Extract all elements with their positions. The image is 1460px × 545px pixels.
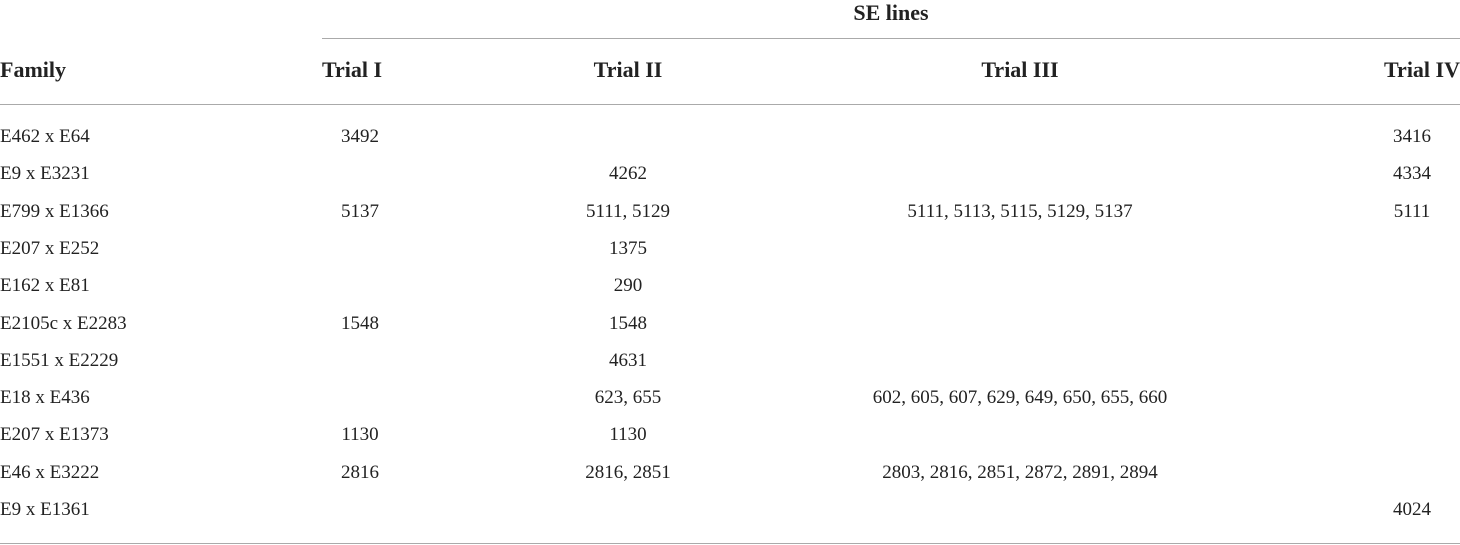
group-rule [322, 38, 1460, 39]
table-cell: 4262 [609, 163, 647, 185]
bottom-rule [0, 543, 1460, 544]
row-label: E207 x E252 [0, 237, 100, 259]
row-label: E462 x E64 [0, 126, 90, 147]
table-cell: 1375 [609, 237, 647, 259]
table-cell: 1130 [609, 424, 647, 446]
table-cell: 4334 [1393, 163, 1431, 185]
table-cell: 290 [613, 275, 643, 297]
row-label: E2105c x E2283 [0, 312, 127, 334]
row-label: E46 x E3222 [0, 461, 100, 483]
table-cell: 1130 [341, 424, 379, 446]
row-label: E162 x E81 [0, 275, 90, 297]
table-cell: 1548 [341, 312, 379, 334]
row-label: E9 x E3231 [0, 163, 90, 185]
table-cell: 3492 [341, 126, 379, 147]
row-label: E1551 x E2229 [0, 349, 119, 371]
column-header: Family [0, 57, 66, 82]
row-label: E207 x E1373 [0, 424, 109, 446]
table-cell: 602, 605, 607, 629, 649, 650, 655, 660 [872, 387, 1168, 409]
table-cell: 5111, 5129 [585, 200, 671, 222]
group-header: SE lines [853, 0, 929, 25]
table-cell: 2816, 2851 [585, 461, 671, 483]
column-header: Trial II [593, 57, 663, 82]
table-cell: 5137 [341, 200, 379, 222]
table-cell: 4024 [1393, 499, 1431, 520]
table-cell: 5111, 5113, 5115, 5129, 5137 [907, 200, 1133, 222]
table-cell: 623, 655 [594, 387, 662, 409]
column-header: Trial IV [1384, 57, 1460, 82]
row-label: E18 x E436 [0, 387, 90, 409]
table-cell: 1548 [609, 312, 647, 334]
header-rule [0, 104, 1460, 105]
row-label: E799 x E1366 [0, 200, 109, 222]
table-cell: 3416 [1393, 126, 1431, 147]
table-cell: 2816 [341, 461, 379, 483]
table-cell: 4631 [609, 349, 647, 371]
table-cell: 5111 [1393, 200, 1431, 222]
row-label: E9 x E1361 [0, 499, 90, 520]
column-header: Trial I [322, 57, 383, 82]
column-header: Trial III [981, 57, 1059, 82]
table-cell: 2803, 2816, 2851, 2872, 2891, 2894 [882, 461, 1158, 483]
